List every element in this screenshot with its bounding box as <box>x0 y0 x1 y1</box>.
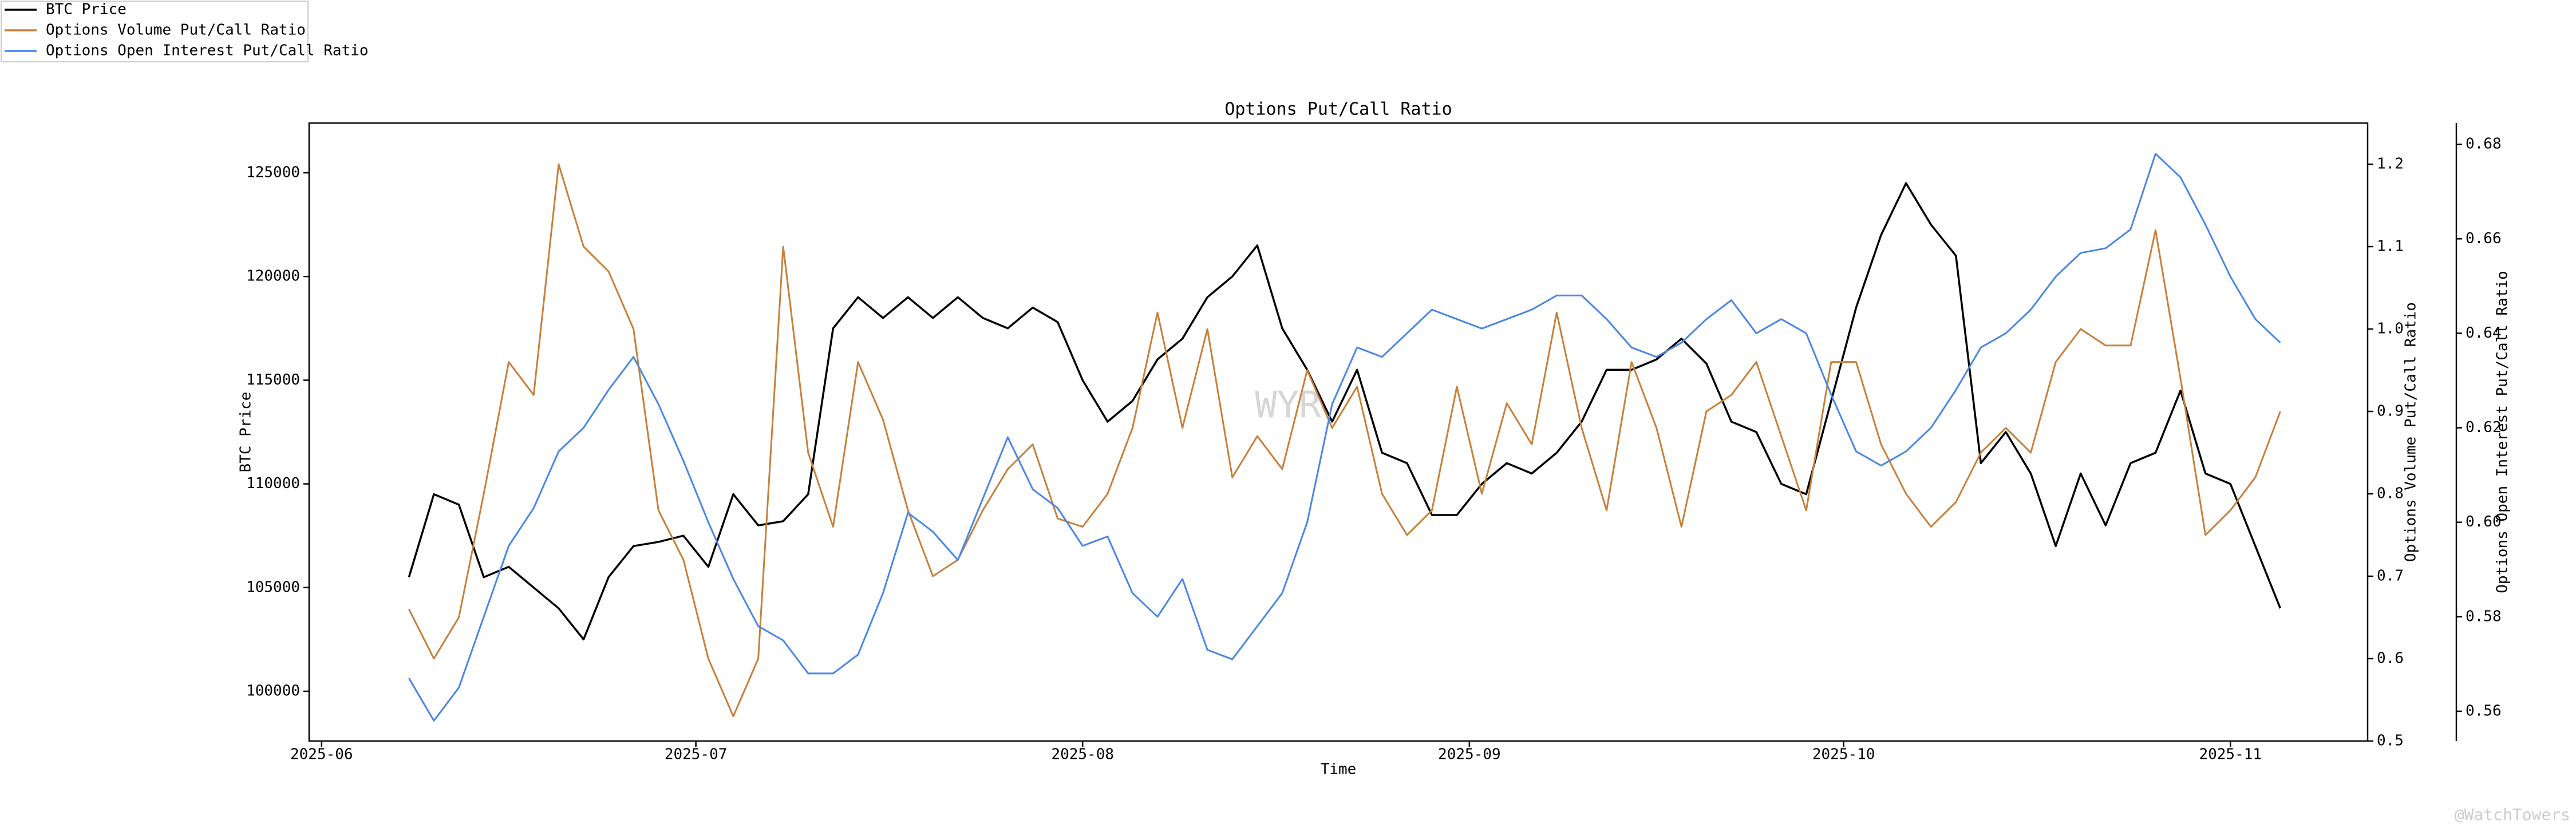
y-tick-label: 125000 <box>246 164 300 181</box>
y-axis-label: BTC Price <box>238 392 255 473</box>
series-line <box>408 153 2281 722</box>
x-tick-label: 2025-07 <box>665 746 728 763</box>
y2-tick-label: 0.7 <box>2377 568 2404 585</box>
y2-tick-label: 0.5 <box>2377 732 2404 750</box>
y3-tick-label: 0.58 <box>2466 608 2502 625</box>
y3-tick-label: 0.66 <box>2466 230 2502 247</box>
y2-tick-label: 0.8 <box>2377 485 2404 502</box>
series-line <box>408 182 2282 641</box>
y3-tick-label: 0.68 <box>2466 136 2502 153</box>
y-tick-label: 105000 <box>246 579 300 596</box>
y3-tick-label: 0.64 <box>2466 324 2502 342</box>
y-tick-label: 120000 <box>246 268 300 285</box>
x-tick-label: 2025-09 <box>1438 746 1501 763</box>
y2-tick-label: 1.1 <box>2377 238 2404 255</box>
chart-title: Options Put/Call Ratio <box>1224 100 1452 120</box>
x-tick-label: 2025-06 <box>290 746 353 763</box>
series-line <box>408 163 2281 718</box>
y2-tick-label: 0.6 <box>2377 650 2404 667</box>
y3-tick-label: 0.62 <box>2466 419 2502 436</box>
y3-tick-label: 0.60 <box>2466 513 2502 530</box>
x-tick-label: 2025-10 <box>1812 746 1875 763</box>
x-tick-label: 2025-11 <box>2199 746 2262 763</box>
y2-tick-label: 1.0 <box>2377 320 2404 338</box>
x-axis-label: Time <box>1321 761 1357 778</box>
y3-tick-label: 0.56 <box>2466 702 2502 719</box>
x-tick-label: 2025-08 <box>1051 746 1114 763</box>
legend-frame <box>1 1 309 62</box>
y-tick-label: 115000 <box>246 371 300 389</box>
watermark: WYR <box>1255 385 1321 427</box>
y2-axis-label: Options Volume Put/Call Ratio <box>2403 302 2420 562</box>
y-tick-label: 110000 <box>246 475 300 492</box>
legend-label: BTC Price <box>46 1 127 18</box>
y2-tick-label: 0.9 <box>2377 403 2404 420</box>
y2-tick-label: 1.2 <box>2377 156 2404 173</box>
credit: @WatchTowers <box>2455 805 2570 824</box>
legend-label: Options Open Interest Put/Call Ratio <box>46 42 369 60</box>
y3-axis-label: Options Open Interest Put/Call Ratio <box>2494 271 2511 593</box>
plot-frame <box>308 122 2369 742</box>
y-tick-label: 100000 <box>246 683 300 700</box>
legend-label: Options Volume Put/Call Ratio <box>46 22 306 39</box>
